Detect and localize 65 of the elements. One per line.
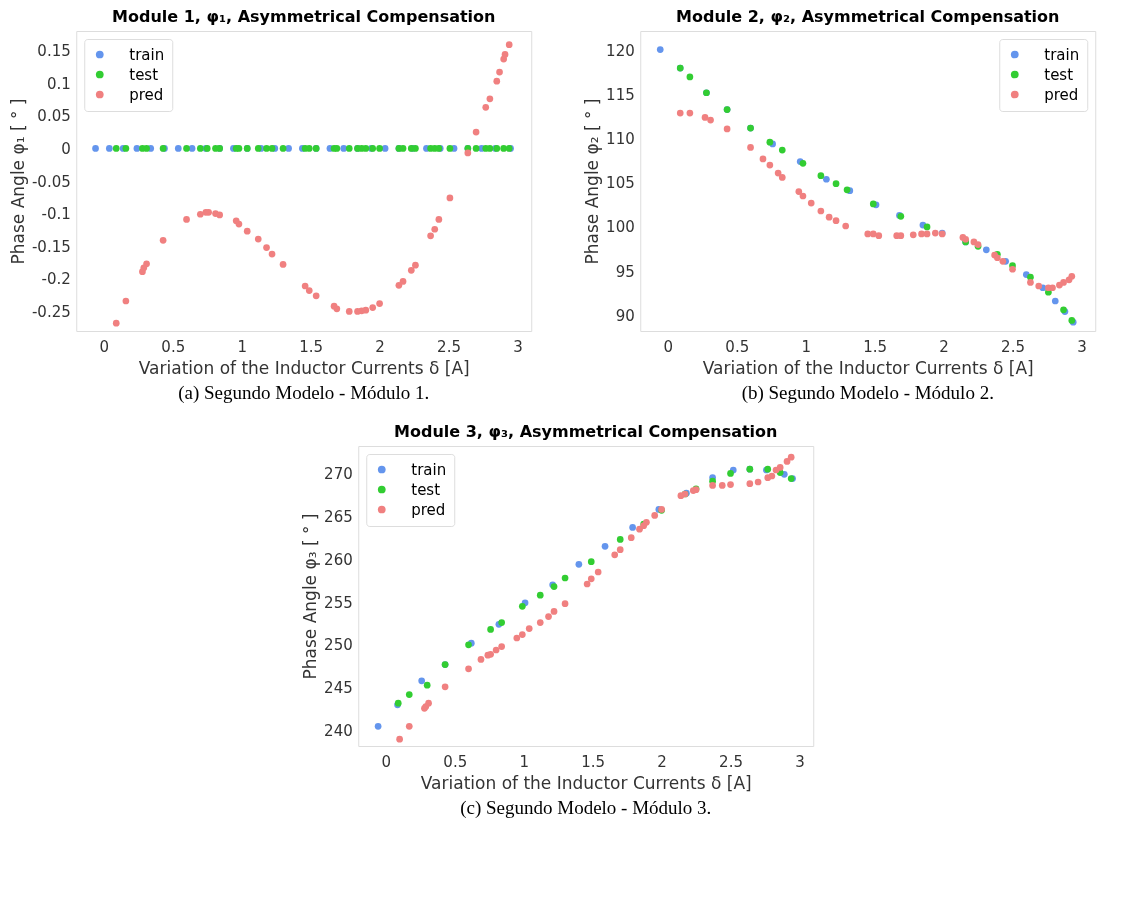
y-tick-label: 0.05 (37, 107, 71, 126)
x-tick-label: 1 (237, 337, 247, 356)
x-axis-title: Variation of the Inductor Currents δ [A] (138, 357, 470, 378)
y-tick-label: 270 (324, 464, 353, 483)
y-tick-label: -0.1 (41, 205, 71, 224)
x-axis-title: Variation of the Inductor Currents δ [A] (420, 772, 752, 793)
x-tick-label: 1.5 (863, 337, 888, 356)
text: (c) Segundo Modelo - Módulo 3. (460, 797, 712, 819)
legend-label: train (411, 460, 447, 479)
text: (a) Segundo Modelo - Módulo 1. (178, 382, 430, 404)
legend-label: test (411, 480, 441, 499)
y-axis-title: Phase Angle φ₁ [ ° ] (7, 98, 28, 265)
y-axis-title: Phase Angle φ₂ [ ° ] (582, 98, 603, 265)
y-tick-label: 260 (324, 550, 353, 569)
chart-title: Module 1, φ₁, Asymmetrical Compensation (112, 7, 496, 26)
y-tick-label: 90 (615, 306, 635, 325)
chart-title: Module 3, φ₃, Asymmetrical Compensation (394, 422, 778, 441)
y-tick-label: 255 (324, 593, 353, 612)
legend-label: test (1044, 65, 1074, 84)
x-tick-label: 3 (1077, 337, 1087, 356)
y-tick-label: 240 (324, 722, 353, 741)
y-tick-label: 110 (606, 130, 635, 149)
y-tick-label: -0.2 (41, 270, 71, 289)
y-axis-title: Phase Angle φ₃ [ ° ] (300, 513, 321, 680)
y-tick-label: -0.05 (31, 172, 71, 191)
y-tick-label: -0.25 (31, 302, 71, 321)
y-tick-label: 245 (324, 679, 353, 698)
y-tick-label: 250 (324, 636, 353, 655)
x-tick-label: 1 (801, 337, 811, 356)
y-tick-label: 115 (606, 86, 635, 105)
legend-label: test (129, 65, 159, 84)
x-tick-label: 0.5 (161, 337, 186, 356)
legend-label: pred (1044, 85, 1079, 104)
y-tick-label: 105 (606, 174, 635, 193)
y-tick-label: 120 (606, 41, 635, 60)
y-tick-label: 100 (606, 218, 635, 237)
x-tick-label: 2.5 (437, 337, 461, 356)
x-tick-label: 2.5 (719, 752, 743, 771)
y-tick-label: 0 (61, 139, 71, 158)
x-tick-label: 2.5 (1001, 337, 1025, 356)
legend-label: pred (411, 500, 446, 519)
legend-label: train (1044, 45, 1080, 64)
x-tick-label: 3 (513, 337, 523, 356)
y-tick-label: 0.15 (37, 42, 71, 61)
x-tick-label: 1 (519, 752, 529, 771)
y-tick-label: 265 (324, 507, 353, 526)
x-tick-label: 2 (939, 337, 949, 356)
legend-label: pred (129, 85, 164, 104)
x-tick-label: 0 (99, 337, 110, 356)
y-tick-label: 0.1 (46, 74, 71, 93)
y-tick-label: 95 (615, 262, 635, 281)
y-tick-label: -0.15 (31, 237, 71, 256)
chart-title: Module 2, φ₂, Asymmetrical Compensation (676, 7, 1060, 26)
x-tick-label: 0 (663, 337, 674, 356)
x-tick-label: 0.5 (725, 337, 750, 356)
x-axis-title: Variation of the Inductor Currents δ [A] (702, 357, 1034, 378)
x-tick-label: 1.5 (299, 337, 324, 356)
x-tick-label: 0.5 (443, 752, 468, 771)
x-tick-label: 3 (795, 752, 805, 771)
x-tick-label: 2 (657, 752, 667, 771)
x-tick-label: 2 (375, 337, 385, 356)
legend-label: train (129, 45, 165, 64)
x-tick-label: 1.5 (581, 752, 606, 771)
x-tick-label: 0 (381, 752, 392, 771)
text: (b) Segundo Modelo - Módulo 2. (741, 382, 994, 404)
